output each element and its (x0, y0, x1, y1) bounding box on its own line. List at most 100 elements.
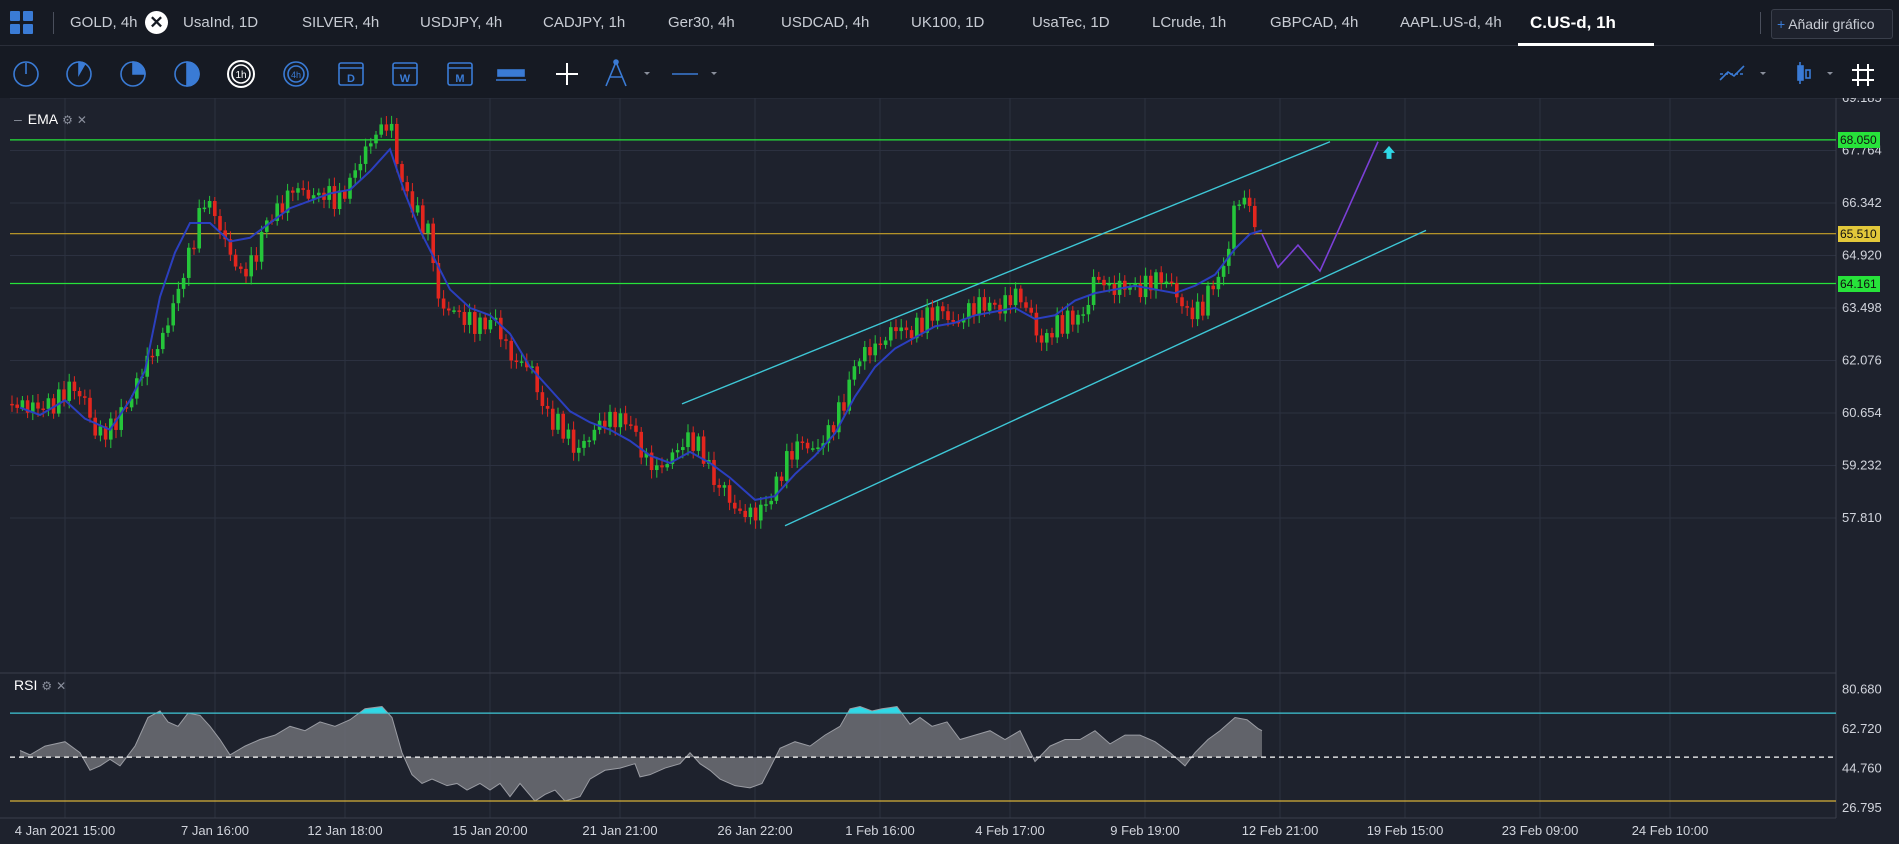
candle-body (249, 255, 253, 277)
candle-body (1149, 275, 1153, 291)
chevron-down-icon[interactable] (711, 72, 717, 75)
candle-body (644, 452, 649, 458)
candle-body (1008, 295, 1013, 306)
settings-icon[interactable]: ⚙ (41, 679, 53, 693)
candle-body (1169, 281, 1174, 284)
rsi-label: RSI (14, 677, 38, 693)
candle-body (337, 190, 342, 210)
forecast-line (1261, 141, 1379, 273)
candle-body (993, 302, 997, 305)
tab-cadjpy[interactable]: CADJPY, 1h (543, 14, 626, 31)
forecast-path[interactable] (1261, 141, 1395, 273)
tab-usaind[interactable]: UsaInd, 1D (183, 14, 259, 31)
candle-body (857, 361, 862, 367)
time-tick-label: 21 Jan 21:00 (582, 823, 657, 838)
price-level-tag: 65.510 (1838, 225, 1880, 242)
candle-body (348, 177, 352, 199)
candle-body (603, 420, 607, 427)
timeframe-5m-icon[interactable] (66, 61, 92, 87)
candle-body (145, 355, 149, 377)
candle-body (1019, 288, 1023, 303)
grid-layout-icon[interactable] (1852, 64, 1874, 86)
price-level-tag: 64.161 (1838, 275, 1880, 292)
tab-gbpcad[interactable]: GBPCAD, 4h (1270, 14, 1359, 31)
tab-aapl[interactable]: AAPL.US-d, 4h (1400, 14, 1502, 31)
candle-body (301, 188, 305, 190)
timeframe-week-icon[interactable]: W (392, 62, 418, 86)
tab-usatec[interactable]: UsaTec, 1D (1032, 14, 1110, 31)
axes: 69.18567.76466.34264.92063.49862.07660.6… (15, 98, 1882, 838)
candle-body (285, 190, 290, 213)
tab-usdjpy[interactable]: USDJPY, 4h (420, 14, 503, 31)
candle-body (415, 205, 420, 213)
tab-usdcad[interactable]: USDCAD, 4h (781, 14, 870, 31)
drawing-tool-icon[interactable] (605, 59, 627, 87)
timeframe-4h-icon[interactable]: 4h (283, 61, 309, 87)
indicators-icon[interactable] (1719, 65, 1745, 81)
tab-gold[interactable]: GOLD, 4h (70, 14, 138, 31)
minimize-icon[interactable]: – (14, 111, 22, 127)
chevron-down-icon[interactable] (1760, 72, 1766, 75)
svg-text:D: D (347, 73, 355, 85)
candle-body (722, 485, 727, 488)
candle-body (239, 266, 243, 269)
candle-body (1175, 283, 1179, 298)
ema-line-path (19, 147, 1263, 501)
candle-body (166, 325, 170, 333)
timeframe-1h-icon[interactable]: 1h (227, 60, 255, 88)
tab-lcrude[interactable]: LCrude, 1h (1152, 14, 1227, 31)
timeframe-30m-icon[interactable] (174, 61, 200, 87)
svg-text:1h: 1h (235, 70, 246, 81)
price-tick-label: 59.232 (1842, 457, 1882, 472)
time-tick-label: 12 Jan 18:00 (307, 823, 382, 838)
tab-uk100[interactable]: UK100, 1D (911, 14, 985, 31)
candle-body (811, 448, 815, 450)
chevron-down-icon[interactable] (644, 72, 650, 75)
plus-icon: + (1777, 16, 1786, 32)
trend-channel[interactable] (681, 141, 1427, 527)
candle-body (946, 311, 950, 321)
settings-icon[interactable]: ⚙ (62, 113, 73, 127)
time-tick-label: 15 Jan 20:00 (452, 823, 527, 838)
time-tick-label: 9 Feb 19:00 (1110, 823, 1179, 838)
chart-type-icon[interactable] (1797, 62, 1811, 84)
channel-line (784, 229, 1427, 527)
timeframe-15m-icon[interactable] (120, 61, 146, 87)
apps-grid-icon[interactable] (10, 11, 34, 35)
candle-body (899, 327, 903, 332)
bar-width-icon[interactable] (496, 69, 526, 81)
time-tick-label: 26 Jan 22:00 (717, 823, 792, 838)
grid-lines (0, 98, 1837, 819)
ema-indicator-label[interactable]: – EMA ⚙ ✕ (14, 111, 87, 127)
timeframe-1m-icon[interactable] (13, 61, 39, 87)
candle-body (1055, 315, 1059, 338)
candle-body (873, 343, 877, 356)
rsi-area (20, 706, 1262, 802)
tab-c-us-active[interactable]: C.US-d, 1h (1518, 0, 1654, 46)
candle-body (592, 429, 597, 441)
candle-body (837, 402, 841, 433)
candle-body (181, 277, 186, 289)
timeframe-month-icon[interactable]: M (447, 62, 473, 86)
candle-body (1102, 279, 1106, 286)
add-chart-button[interactable]: + Añadir gráfico (1771, 9, 1893, 39)
tab-ger30[interactable]: Ger30, 4h (668, 14, 735, 31)
close-tab-icon[interactable]: ✕ (145, 11, 168, 34)
close-icon[interactable]: ✕ (76, 113, 87, 127)
tab-silver[interactable]: SILVER, 4h (302, 14, 380, 31)
candle-body (353, 170, 357, 178)
horizontal-levels[interactable] (10, 139, 1836, 285)
candle-body (431, 223, 435, 264)
candle-body (540, 392, 545, 406)
candle-body (571, 429, 576, 453)
candle-body (909, 330, 914, 339)
timeframe-day-icon[interactable]: D (338, 62, 364, 86)
close-icon[interactable]: ✕ (56, 679, 67, 693)
candle-body (332, 186, 337, 210)
rsi-indicator-label[interactable]: RSI ⚙ ✕ (14, 677, 66, 693)
crosshair-icon[interactable] (556, 63, 578, 85)
chart-area[interactable]: 69.18567.76466.34264.92063.49862.07660.6… (0, 98, 1899, 844)
chevron-down-icon[interactable] (1827, 72, 1833, 75)
candle-body (623, 413, 628, 425)
candle-body (1065, 310, 1070, 334)
